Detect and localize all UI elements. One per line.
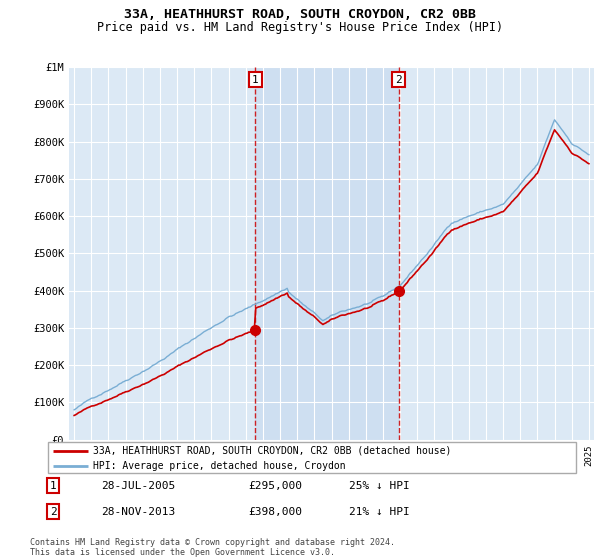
Text: 33A, HEATHHURST ROAD, SOUTH CROYDON, CR2 0BB (detached house): 33A, HEATHHURST ROAD, SOUTH CROYDON, CR2… bbox=[93, 446, 451, 456]
Text: 33A, HEATHHURST ROAD, SOUTH CROYDON, CR2 0BB: 33A, HEATHHURST ROAD, SOUTH CROYDON, CR2… bbox=[124, 8, 476, 21]
Text: 1: 1 bbox=[50, 480, 56, 491]
Text: 28-NOV-2013: 28-NOV-2013 bbox=[101, 507, 175, 517]
Text: 21% ↓ HPI: 21% ↓ HPI bbox=[349, 507, 410, 517]
Bar bbox=[256, 67, 398, 440]
Text: 25% ↓ HPI: 25% ↓ HPI bbox=[349, 480, 410, 491]
Text: 2: 2 bbox=[50, 507, 56, 517]
Text: £398,000: £398,000 bbox=[248, 507, 302, 517]
Text: 1: 1 bbox=[252, 74, 259, 85]
Text: Contains HM Land Registry data © Crown copyright and database right 2024.
This d: Contains HM Land Registry data © Crown c… bbox=[30, 538, 395, 557]
Text: Price paid vs. HM Land Registry's House Price Index (HPI): Price paid vs. HM Land Registry's House … bbox=[97, 21, 503, 34]
Text: HPI: Average price, detached house, Croydon: HPI: Average price, detached house, Croy… bbox=[93, 461, 346, 471]
Text: 28-JUL-2005: 28-JUL-2005 bbox=[101, 480, 175, 491]
FancyBboxPatch shape bbox=[48, 442, 576, 473]
Text: £295,000: £295,000 bbox=[248, 480, 302, 491]
Text: 2: 2 bbox=[395, 74, 402, 85]
